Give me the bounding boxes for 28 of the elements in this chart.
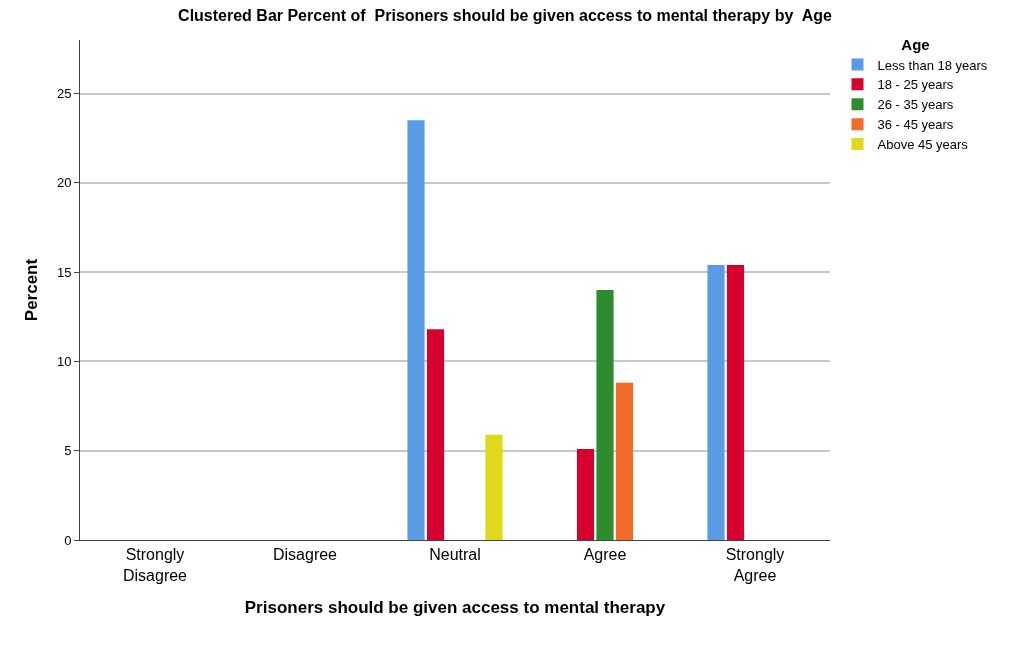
x-tick-label: Strongly Agree xyxy=(725,546,785,584)
bar xyxy=(576,448,595,540)
legend-label: 36 - 45 years xyxy=(877,117,954,133)
bar xyxy=(426,329,445,540)
y-tick-label: 20 xyxy=(56,175,72,191)
legend-label: Above 45 years xyxy=(877,137,969,153)
bar xyxy=(726,265,745,540)
legend-label: 18 - 25 years xyxy=(877,77,954,93)
bar xyxy=(615,382,634,540)
legend-label: Less than 18 years xyxy=(877,57,988,73)
y-tick-label: 0 xyxy=(64,532,72,548)
chart-title: Clustered Bar Percent of Prisoners should be given access to mental therapy by Age xyxy=(178,6,833,24)
x-axis-title: Prisoners should be given access to mental therapy xyxy=(244,598,666,618)
y-tick-label: 25 xyxy=(56,86,72,102)
x-tick-label: Strongly Disagree xyxy=(122,546,188,584)
legend-title: Age xyxy=(901,35,930,53)
bar xyxy=(407,120,425,540)
bar xyxy=(707,265,725,540)
bar xyxy=(485,434,503,540)
y-axis-title: Percent xyxy=(22,258,42,322)
y-tick-label: 5 xyxy=(64,443,72,459)
legend-label: 26 - 35 years xyxy=(877,97,954,113)
x-tick-label: Agree xyxy=(583,546,627,564)
y-tick-label: 15 xyxy=(56,264,72,280)
x-tick-label: Neutral xyxy=(429,546,481,564)
x-tick-label: Disagree xyxy=(272,546,338,564)
bar xyxy=(596,290,614,540)
y-tick-label: 10 xyxy=(56,353,72,369)
